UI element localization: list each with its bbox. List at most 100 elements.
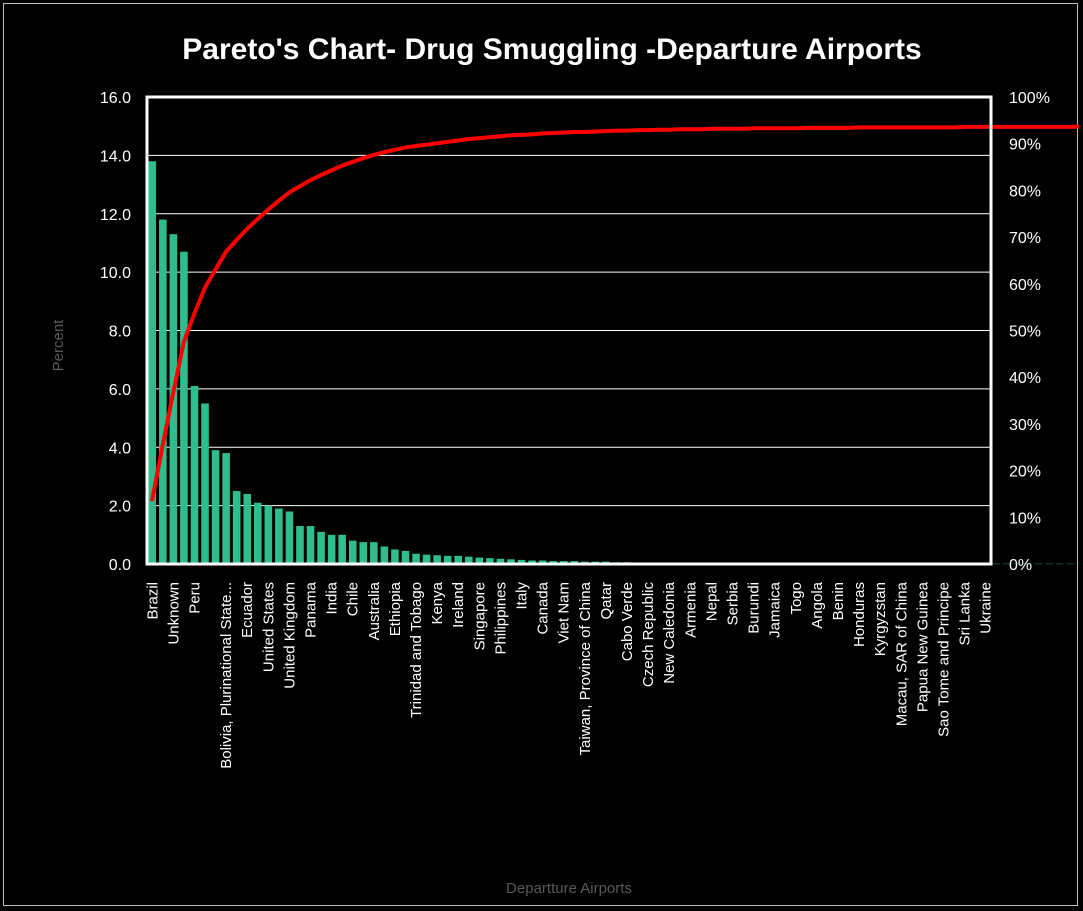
x-tick-label: Macau, SAR of China [893,581,910,726]
category-axis-labels: Brazil Unknown Peru Bolivia, Plurinational … [144,581,994,768]
bar [275,508,283,564]
x-tick-label: Sao Tome and Principe [936,582,953,737]
y2-tick-label: 20% [1009,464,1041,481]
bar [496,558,505,564]
x-tick-label: Angola [809,581,826,628]
x-tick-label: Ecuador [239,582,256,638]
bar [507,559,515,564]
x-tick-label: Trinidad and Tobago [408,582,425,718]
bar [464,556,473,564]
chart-title: Pareto's Chart- Drug Smuggling -Departur… [182,33,921,66]
cumulative-line-series [150,124,1079,502]
y2-tick-label: 10% [1009,510,1041,527]
x-tick-label: Unknown [165,582,182,645]
bar [243,493,252,564]
x-tick-label: Sri Lanka [957,581,974,645]
bar [338,534,346,564]
bar-series [148,161,1079,565]
x-axis-label: Departture Airports [506,880,632,897]
x-tick-label: Kenya [429,581,446,624]
x-tick-label: Armenia [682,581,699,638]
y-tick-label: 8.0 [109,324,131,341]
y-tick-label: 4.0 [109,440,131,457]
right-axis-ticks: 0% 10% 20% 30% 40% 50% 60% 70% 80% 90% 100% [1009,90,1050,574]
y-tick-label: 14.0 [100,148,131,165]
x-tick-label: Bolivia, Plurinational State... [218,582,235,769]
x-tick-label: Jamaica [767,581,784,638]
bar [412,553,420,564]
bar [443,555,452,564]
bar [517,559,526,564]
bar [391,549,399,564]
y2-tick-label: 80% [1009,183,1041,200]
left-axis-ticks: 0.0 2.0 4.0 6.0 8.0 10.0 12.0 14.0 16.0 [100,90,131,574]
x-tick-label: Ireland [450,582,467,628]
x-tick-label: Benin [830,582,847,620]
bar [348,540,357,564]
pareto-chart: Pareto's Chart- Drug Smuggling -Departur… [50,33,1079,897]
x-tick-label: Singapore [471,582,488,650]
x-tick-label: Papua New Guinea [914,581,931,712]
y-tick-label: 6.0 [109,382,131,399]
bar [317,531,325,564]
y-tick-label: 16.0 [100,90,131,107]
x-tick-label: Cabo Verde [619,582,636,661]
bar [211,450,220,564]
y2-tick-label: 90% [1009,137,1041,154]
bar [222,453,230,564]
bar [528,560,536,564]
x-tick-label: New Caledonia [661,581,678,683]
plot-area-border [145,95,993,566]
x-tick-label: Viet Nam [556,582,573,643]
bar [359,542,368,564]
bar [253,502,262,564]
x-tick-label: United States [260,582,277,672]
y2-tick-label: 30% [1009,417,1041,434]
chart-frame: Pareto's Chart- Drug Smuggling -Departur… [3,3,1079,906]
bar [422,554,431,564]
bar [380,546,389,564]
x-tick-label: Togo [788,582,805,615]
bar [190,385,199,564]
x-tick-label: Ethiopia [387,581,404,636]
x-tick-label: Honduras [851,582,868,647]
x-tick-label: Canada [535,581,552,634]
bar [296,526,304,564]
bar [264,505,273,564]
bar [401,550,410,564]
x-tick-label: Philippines [492,582,509,655]
bar [148,161,157,564]
bar [475,557,484,564]
y2-tick-label: 40% [1009,370,1041,387]
x-tick-label: Peru [186,582,203,614]
x-tick-label: Burundi [746,582,763,634]
x-tick-label: Qatar [598,582,615,620]
y2-tick-label: 50% [1009,324,1041,341]
bar [232,491,241,564]
x-tick-label: Nepal [703,582,720,621]
y-tick-label: 10.0 [100,265,131,282]
bar [159,219,167,564]
bar [306,526,315,564]
cumulative-line [150,124,1079,502]
gridlines [147,96,991,565]
bar [454,555,463,564]
x-tick-label: Panama [303,581,320,638]
bar [327,534,336,564]
x-tick-label: Kyrgyzstan [872,582,889,656]
bar [285,511,294,564]
x-tick-label: Taiwan, Province of China [577,581,594,755]
y2-tick-label: 100% [1009,90,1050,107]
y-tick-label: 2.0 [109,499,131,516]
y2-tick-label: 0% [1009,557,1032,574]
bar [180,251,188,564]
x-tick-label: Italy [514,582,531,610]
bar [538,560,547,564]
bar [370,542,378,564]
bar [201,403,209,564]
y-axis-label: Percent [50,319,67,372]
x-tick-label: Brazil [144,582,161,620]
x-tick-label: Serbia [725,581,742,625]
bar [433,555,441,564]
y2-tick-label: 70% [1009,230,1041,247]
